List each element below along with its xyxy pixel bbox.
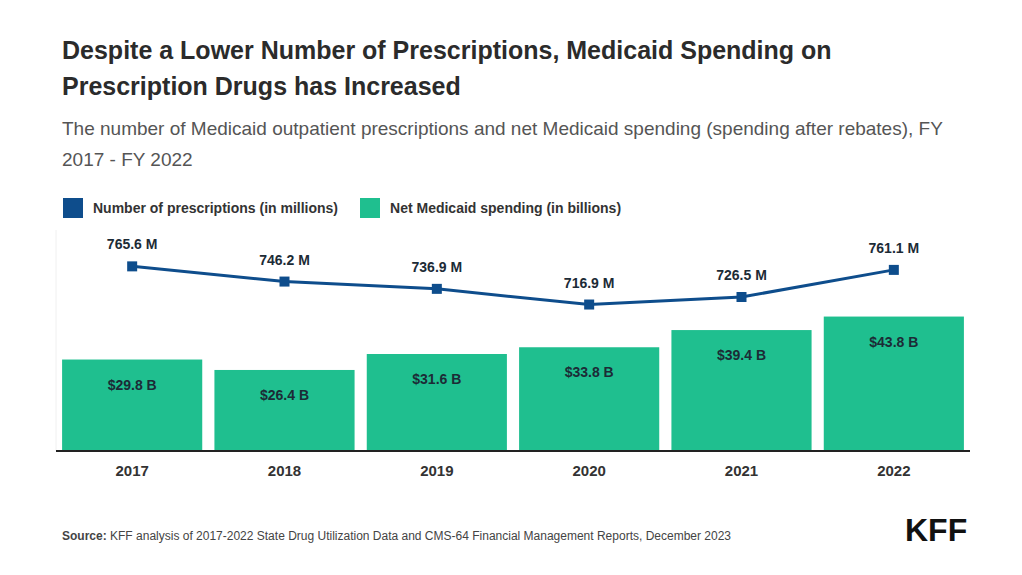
source: Source: KFF analysis of 2017-2022 State … — [62, 529, 731, 543]
x-tick-label: 2021 — [725, 462, 758, 479]
x-axis — [56, 450, 970, 452]
chart: $29.8 B $26.4 B $31.6 B $33.8 B $39.4 B $43.8… — [0, 0, 1022, 575]
value-axis-line — [56, 230, 57, 451]
line-marker — [127, 261, 137, 271]
marks — [62, 261, 964, 451]
source-text: KFF analysis of 2017-2022 State Drug Uti… — [110, 529, 731, 543]
x-tick-label: 2022 — [877, 462, 910, 479]
line-label: 736.9 M — [412, 259, 463, 275]
x-tick-label: 2019 — [420, 462, 453, 479]
bar-label: $31.6 B — [412, 371, 461, 387]
legend-swatch — [63, 198, 83, 218]
bar-label: $43.8 B — [869, 334, 918, 350]
logo: KFF — [905, 512, 967, 549]
legend-item: Net Medicaid spending (in billions) — [360, 198, 621, 218]
bar-label: $39.4 B — [717, 347, 766, 363]
line-marker — [889, 265, 899, 275]
x-tick-label: 2020 — [572, 462, 605, 479]
bar — [519, 347, 659, 451]
title: Despite a Lower Number of Prescriptions,… — [62, 32, 942, 104]
line-marker — [584, 300, 594, 310]
bar-label: $29.8 B — [108, 377, 157, 393]
bar — [367, 354, 507, 451]
legend-label: Net Medicaid spending (in billions) — [390, 200, 621, 216]
bar — [671, 330, 811, 451]
line-marker — [280, 277, 290, 287]
source-label: Source: — [62, 529, 107, 543]
line-label: 726.5 M — [716, 267, 767, 283]
bar-label: $33.8 B — [565, 364, 614, 380]
line-label: 765.6 M — [107, 236, 158, 252]
bar — [214, 370, 354, 451]
legend-swatch — [360, 198, 380, 218]
x-tick-label: 2018 — [268, 462, 301, 479]
line-label: 746.2 M — [259, 252, 310, 268]
legend: Number of prescriptions (in millions) Net… — [63, 197, 643, 219]
bar — [62, 360, 202, 451]
x-tick-label: 2017 — [115, 462, 148, 479]
subtitle: The number of Medicaid outpatient prescr… — [62, 113, 962, 175]
line-label: 716.9 M — [564, 275, 615, 291]
line-marker — [737, 292, 747, 302]
bar — [824, 317, 964, 451]
line-label: 761.1 M — [869, 240, 920, 256]
line — [132, 266, 894, 304]
line-marker — [432, 284, 442, 294]
labels: $29.8 B $26.4 B $31.6 B $33.8 B $39.4 B $43.8… — [107, 236, 919, 479]
bar-label: $26.4 B — [260, 387, 309, 403]
legend-item: Number of prescriptions (in millions) — [63, 198, 338, 218]
legend-label: Number of prescriptions (in millions) — [93, 200, 338, 216]
